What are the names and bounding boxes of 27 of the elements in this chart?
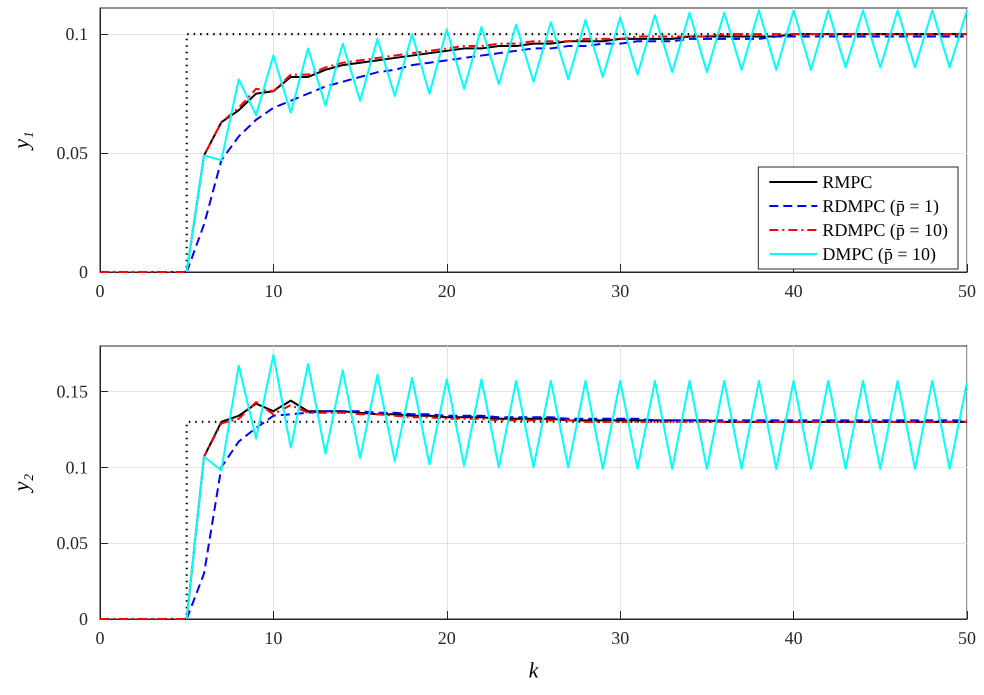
x-axis-title: k	[528, 658, 540, 682]
x-tick-label: 40	[784, 281, 803, 301]
y-tick-label: 0.05	[56, 533, 88, 554]
y-axis-title: y₂	[8, 473, 34, 494]
x-tick-label: 30	[611, 628, 630, 648]
y-tick-label: 0.1	[66, 457, 88, 478]
legend-label: RDMPC (p̄ = 1)	[822, 196, 940, 216]
legend-label: DMPC (p̄ = 10)	[822, 244, 936, 264]
y-tick-label: 0.1	[66, 24, 88, 44]
x-tick-label: 10	[264, 281, 282, 301]
x-tick-label: 20	[438, 628, 456, 648]
y-axis-title: y₁	[8, 131, 34, 151]
legend-label: RMPC	[822, 172, 872, 192]
x-tick-label: 10	[264, 628, 282, 648]
y-tick-label: 0.05	[56, 143, 88, 164]
legend-label: RDMPC (p̄ = 10)	[822, 220, 948, 240]
y-tick-label: 0	[79, 609, 88, 629]
x-tick-label: 50	[958, 281, 976, 301]
line-series	[186, 354, 968, 620]
x-tick-label: 30	[611, 281, 630, 301]
x-tick-label: 50	[958, 628, 976, 648]
x-tick-label: 0	[96, 628, 104, 648]
x-tick-label: 20	[438, 281, 456, 301]
y-tick-label: 0	[79, 262, 88, 282]
y-tick-label: 0.15	[56, 382, 88, 402]
x-tick-label: 0	[96, 281, 104, 301]
x-tick-label: 40	[784, 628, 803, 648]
